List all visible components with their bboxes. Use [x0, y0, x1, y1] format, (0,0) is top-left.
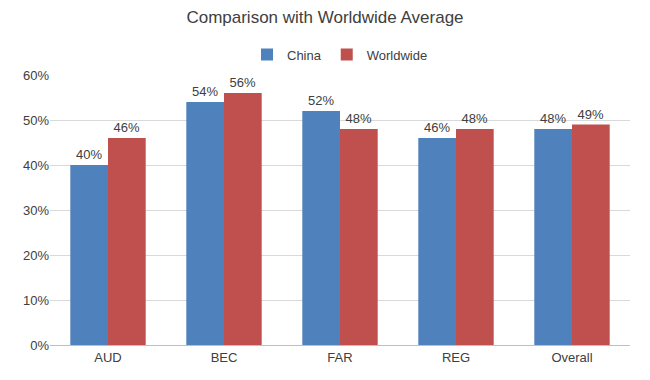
- svg-text:Overall: Overall: [551, 350, 592, 365]
- svg-text:48%: 48%: [346, 111, 372, 126]
- svg-text:40%: 40%: [23, 158, 49, 173]
- svg-text:10%: 10%: [23, 293, 49, 308]
- svg-text:20%: 20%: [23, 248, 49, 263]
- svg-text:48%: 48%: [540, 111, 566, 126]
- svg-text:40%: 40%: [76, 147, 102, 162]
- svg-text:Worldwide: Worldwide: [367, 48, 427, 63]
- svg-text:REG: REG: [442, 350, 470, 365]
- svg-text:48%: 48%: [462, 111, 488, 126]
- svg-text:49%: 49%: [578, 107, 604, 122]
- svg-text:Comparison with Worldwide Aver: Comparison with Worldwide Average: [186, 8, 463, 27]
- svg-text:60%: 60%: [23, 68, 49, 83]
- svg-text:50%: 50%: [23, 113, 49, 128]
- svg-text:0%: 0%: [30, 338, 49, 353]
- svg-text:BEC: BEC: [211, 350, 238, 365]
- svg-text:China: China: [287, 48, 322, 63]
- svg-text:52%: 52%: [308, 93, 334, 108]
- svg-text:46%: 46%: [114, 120, 140, 135]
- svg-text:AUD: AUD: [94, 350, 121, 365]
- svg-text:56%: 56%: [230, 75, 256, 90]
- svg-text:FAR: FAR: [327, 350, 352, 365]
- svg-text:30%: 30%: [23, 203, 49, 218]
- svg-text:46%: 46%: [424, 120, 450, 135]
- svg-text:54%: 54%: [192, 84, 218, 99]
